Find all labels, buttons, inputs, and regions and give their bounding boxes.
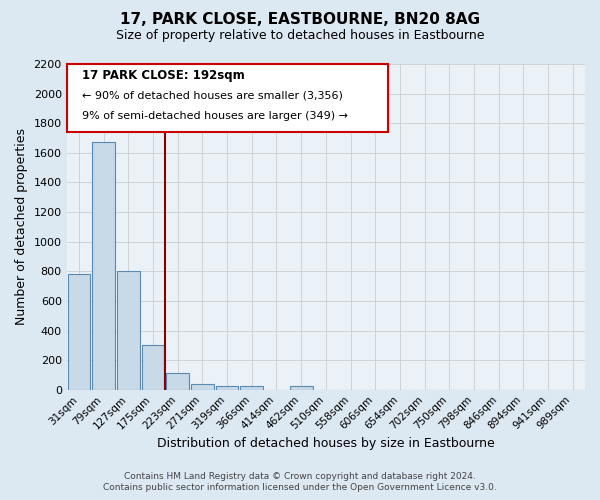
Bar: [166, 374, 189, 390]
Bar: [117, 272, 140, 390]
X-axis label: Distribution of detached houses by size in Eastbourne: Distribution of detached houses by size …: [157, 437, 495, 450]
Text: Contains public sector information licensed under the Open Government Licence v3: Contains public sector information licen…: [103, 484, 497, 492]
Text: Contains HM Land Registry data © Crown copyright and database right 2024.: Contains HM Land Registry data © Crown c…: [124, 472, 476, 481]
Bar: [216, 386, 238, 390]
Bar: [191, 384, 214, 390]
Text: 9% of semi-detached houses are larger (349) →: 9% of semi-detached houses are larger (3…: [82, 111, 348, 121]
Y-axis label: Number of detached properties: Number of detached properties: [15, 128, 28, 326]
Text: Size of property relative to detached houses in Eastbourne: Size of property relative to detached ho…: [116, 29, 484, 42]
Bar: [142, 346, 164, 390]
Bar: [68, 274, 91, 390]
Bar: [241, 386, 263, 390]
Text: ← 90% of detached houses are smaller (3,356): ← 90% of detached houses are smaller (3,…: [82, 90, 343, 100]
Bar: [92, 142, 115, 390]
FancyBboxPatch shape: [67, 64, 388, 132]
Text: 17 PARK CLOSE: 192sqm: 17 PARK CLOSE: 192sqm: [82, 69, 245, 82]
Bar: [290, 386, 313, 390]
Text: 17, PARK CLOSE, EASTBOURNE, BN20 8AG: 17, PARK CLOSE, EASTBOURNE, BN20 8AG: [120, 12, 480, 28]
